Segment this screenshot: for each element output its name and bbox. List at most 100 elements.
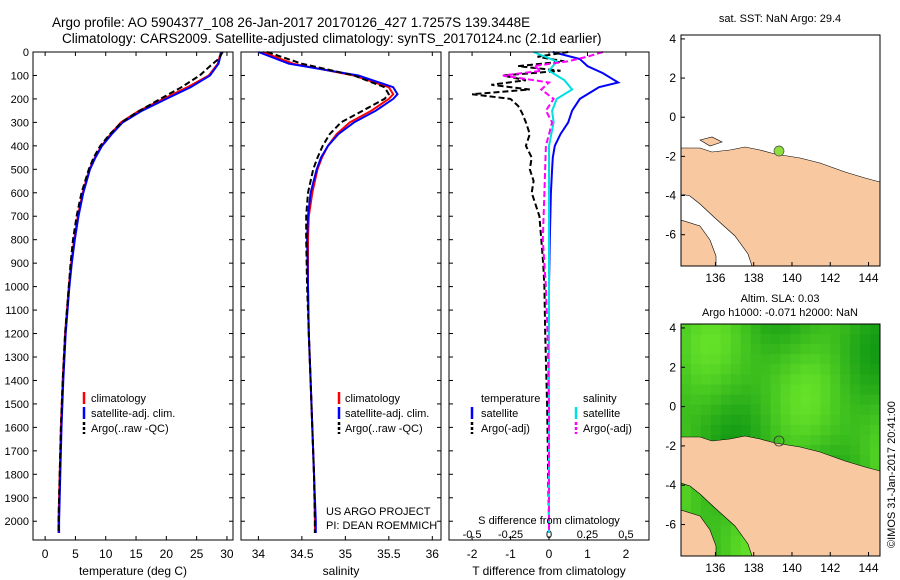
y-tick-label: 1500: [5, 399, 29, 411]
sla-map-land: [681, 435, 880, 556]
sla-cell: [691, 404, 702, 416]
sla-cell: [700, 515, 712, 527]
sla-cell: [750, 394, 762, 406]
sla-cell: [840, 455, 851, 466]
sla-cell: [840, 324, 851, 335]
map-x-tick-label: 140: [782, 271, 802, 285]
sla-cell: [681, 485, 692, 497]
map-x-tick-label: 142: [820, 561, 840, 575]
sla-cell: [770, 414, 781, 426]
sla-cell: [840, 424, 851, 436]
sla-cell: [860, 404, 871, 416]
sst-map-title: sat. SST: NaN Argo: 29.4: [719, 13, 841, 25]
sla-cell: [750, 324, 762, 335]
series-argo-raw-qc: [57, 51, 224, 533]
sla-cell: [760, 384, 772, 396]
sla-cell: [810, 384, 821, 396]
sla-cell: [820, 374, 831, 386]
map-y-tick-label: -4: [665, 189, 676, 203]
sla-cell: [730, 404, 742, 416]
t-difference-label: T difference from climatology: [472, 564, 626, 578]
sla-cell: [700, 414, 712, 426]
sla-cell: [681, 364, 692, 375]
sla-cell: [850, 354, 861, 365]
map-x-tick-label: 138: [744, 271, 764, 285]
sla-cell: [681, 324, 692, 335]
header-line-1: Argo profile: AO 5904377_108 26-Jan-2017…: [52, 15, 530, 30]
sla-cell: [720, 374, 732, 386]
sla-cell: [820, 435, 831, 446]
sla-cell: [840, 354, 851, 365]
sla-cell: [810, 394, 821, 406]
sla-cell: [750, 364, 762, 375]
sla-cell: [730, 334, 742, 345]
x-tick-label: 30: [220, 547, 234, 561]
map-x-tick-label: 142: [820, 271, 840, 285]
sla-cell: [681, 495, 692, 507]
map-x-tick-label: 136: [705, 271, 725, 285]
series-argo-raw-qc: [266, 51, 391, 533]
sla-cell: [830, 404, 841, 416]
salinity-legend: climatology satellite-adj. clim. Argo(..…: [337, 392, 429, 435]
sla-map-ticks: 136 138 140 142 144 -6 -4 -2 0 2 4: [665, 321, 879, 575]
sla-cell: [740, 364, 752, 375]
sla-cell: [830, 364, 841, 375]
map-y-tick-label: 0: [669, 110, 676, 124]
sla-cell: [810, 435, 821, 446]
sla-cell: [830, 414, 841, 426]
sla-cell: [860, 374, 871, 386]
difference-plot: -2 -1 0 1 2 -0.5 -0.25 0 0.25 0.5 temperature sa…: [448, 51, 650, 578]
difference-top-axis: -0.5 -0.25 0 0.25 0.5: [463, 52, 634, 541]
sla-cell: [730, 424, 742, 436]
sla-cell: [681, 424, 692, 436]
new-guinea-landmass: [681, 146, 880, 266]
sla-cell: [740, 374, 752, 386]
sla-cell: [730, 344, 742, 355]
sla-cell: [830, 354, 841, 365]
sla-cell: [681, 354, 692, 365]
y-tick-label: 1100: [5, 305, 29, 317]
sla-cell: [860, 344, 871, 355]
sla-cell: [770, 374, 781, 386]
sla-cell: [800, 435, 811, 446]
difference-frame: [448, 51, 650, 541]
s-tick-label: 0: [546, 529, 552, 541]
sla-cell: [740, 545, 752, 556]
sla-cell: [820, 334, 831, 345]
sla-cell: [750, 374, 762, 386]
sla-cell: [720, 404, 732, 416]
sla-cell: [780, 344, 791, 355]
x-tick-label: 34: [252, 547, 266, 561]
sla-cell: [700, 424, 712, 436]
map-y-tick-label: -4: [665, 478, 676, 492]
x-tick-label: 0: [42, 547, 49, 561]
sla-cell: [830, 394, 841, 406]
sla-cell: [860, 435, 871, 446]
sla-cell: [691, 354, 702, 365]
sla-cell: [800, 364, 811, 375]
sla-cell: [800, 354, 811, 365]
temperature-x-label: temperature (deg C): [79, 564, 187, 578]
sla-cell: [710, 374, 722, 386]
sla-cell: [870, 334, 880, 345]
sla-cell: [691, 324, 702, 335]
legend-label-temperature: temperature: [481, 393, 540, 405]
sla-cell: [830, 374, 841, 386]
sla-cell: [780, 374, 791, 386]
sla-cell: [700, 505, 712, 517]
sla-cell: [770, 404, 781, 416]
sla-cell: [860, 455, 871, 466]
australia-landmass: [681, 509, 717, 556]
sla-cell: [850, 424, 861, 436]
sla-cell: [850, 435, 861, 446]
sla-cell: [820, 445, 831, 456]
map-y-tick-label: 2: [669, 71, 676, 85]
x-tick-label: 1: [584, 547, 591, 561]
sla-cell: [800, 374, 811, 386]
sla-cell: [860, 445, 871, 456]
sla-cell: [740, 424, 752, 436]
sla-cell: [710, 414, 722, 426]
sla-cell: [840, 334, 851, 345]
imos-watermark: ©IMOS 31-Jan-2017 20:41:00: [886, 401, 898, 548]
